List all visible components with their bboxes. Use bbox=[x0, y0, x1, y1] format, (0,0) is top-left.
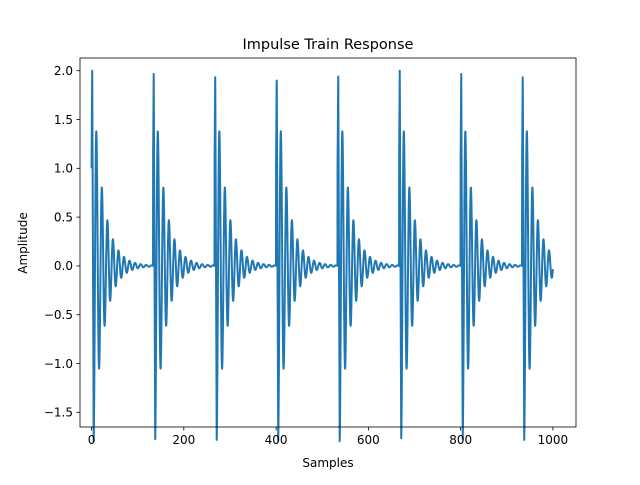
y-tick-label: 1.5 bbox=[54, 113, 73, 127]
y-tick-label: 0.0 bbox=[54, 259, 73, 273]
series-line bbox=[90, 69, 554, 443]
x-tick-label: 400 bbox=[265, 433, 288, 447]
x-tick-label: 800 bbox=[449, 433, 472, 447]
chart-title: Impulse Train Response bbox=[243, 37, 414, 53]
y-axis: −1.5 −1.0 −0.5 0.0 0.5 1.0 1.5 2.0 bbox=[44, 64, 80, 420]
x-tick-label: 1000 bbox=[538, 433, 569, 447]
plot-frame bbox=[79, 57, 577, 428]
x-axis-label: Samples bbox=[302, 456, 353, 470]
y-tick-label: 0.5 bbox=[54, 210, 73, 224]
plot-area bbox=[90, 69, 554, 443]
y-tick-label: 2.0 bbox=[54, 64, 73, 78]
x-tick-label: 200 bbox=[172, 433, 195, 447]
x-tick-label: 0 bbox=[88, 433, 96, 447]
x-tick-label: 600 bbox=[357, 433, 380, 447]
x-axis: 0 200 400 600 800 1000 bbox=[88, 427, 568, 447]
y-tick-label: −0.5 bbox=[44, 308, 73, 322]
y-axis-label: Amplitude bbox=[16, 212, 30, 274]
y-tick-label: −1.0 bbox=[44, 357, 73, 371]
y-tick-label: 1.0 bbox=[54, 162, 73, 176]
y-tick-label: −1.5 bbox=[44, 406, 73, 420]
